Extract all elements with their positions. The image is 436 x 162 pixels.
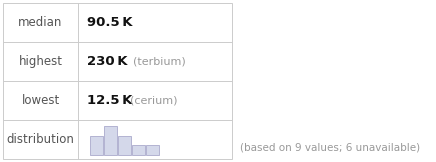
Bar [3, 3, 232, 159]
Bar [104, 126, 117, 155]
Bar [90, 136, 103, 155]
Text: (cerium): (cerium) [130, 96, 177, 105]
Text: lowest: lowest [21, 94, 60, 107]
Bar [118, 136, 131, 155]
Text: (terbium): (terbium) [133, 57, 186, 66]
Bar [132, 145, 145, 155]
Bar [146, 145, 159, 155]
Text: 230 K: 230 K [87, 55, 127, 68]
Text: median: median [18, 16, 63, 29]
Text: distribution: distribution [7, 133, 75, 146]
Text: (based on 9 values; 6 unavailable): (based on 9 values; 6 unavailable) [240, 142, 420, 152]
Text: 12.5 K: 12.5 K [87, 94, 133, 107]
Text: highest: highest [18, 55, 62, 68]
Text: 90.5 K: 90.5 K [87, 16, 133, 29]
